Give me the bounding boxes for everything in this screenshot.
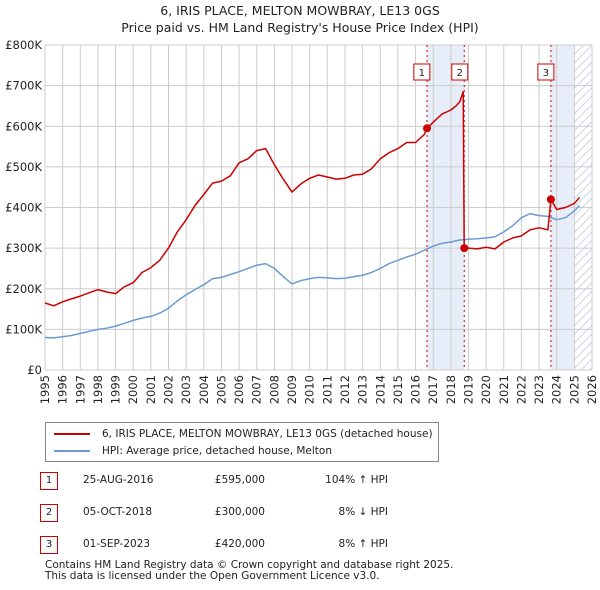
- x-tick-label: 2005: [214, 375, 228, 404]
- x-tick-label: 2006: [232, 375, 246, 404]
- sale-label-2: 2: [457, 68, 463, 79]
- title-line-1: 6, IRIS PLACE, MELTON MOWBRAY, LE13 0GS: [160, 3, 440, 18]
- x-tick-label: 2026: [585, 375, 599, 404]
- x-tick-label: 2007: [250, 375, 264, 404]
- x-tick-label: 2004: [197, 375, 211, 404]
- table-row: 2 05-OCT-2018 £300,000 8% ↓ HPI: [40, 504, 440, 522]
- hpi-line: [44, 204, 581, 339]
- x-tick-label: 2025: [567, 375, 581, 404]
- x-tick-label: 2019: [461, 375, 475, 404]
- x-tick-label: 2020: [479, 375, 493, 404]
- sale-price: £300,000: [214, 506, 265, 518]
- y-tick-label: £300K: [5, 241, 42, 255]
- x-tick-label: 2022: [514, 375, 528, 404]
- sale-price: £595,000: [214, 474, 265, 486]
- sale-date: 25-AUG-2016: [83, 474, 154, 486]
- sale-date: 05-OCT-2018: [83, 506, 152, 518]
- x-tick-label: 2015: [391, 375, 405, 404]
- sale-label-box-2: [451, 63, 469, 81]
- x-tick-label: 1999: [109, 375, 123, 404]
- sale-price: £420,000: [214, 538, 265, 550]
- sale-label-1: 1: [419, 68, 425, 79]
- y-tick-label: £200K: [5, 282, 42, 296]
- property-price-line: [44, 90, 581, 307]
- sale-number: 2: [40, 504, 58, 522]
- grid-layer: [44, 44, 593, 371]
- footer-line-1: Contains HM Land Registry data © Crown c…: [45, 559, 454, 571]
- x-tick-label: 2009: [285, 375, 299, 404]
- x-tick-label: 1996: [56, 375, 70, 404]
- x-tick-label: 2016: [409, 375, 423, 404]
- x-tick-label: 2018: [444, 375, 458, 404]
- x-tick-label: 1997: [73, 375, 87, 404]
- x-tick-label: 2024: [550, 375, 564, 404]
- legend-swatch-property: [54, 433, 90, 435]
- table-row: 1 25-AUG-2016 £595,000 104% ↑ HPI: [40, 472, 440, 490]
- y-tick-label: £400K: [5, 201, 42, 215]
- x-tick-label: 2014: [373, 375, 387, 404]
- marker-layer: 1 2 3: [413, 63, 555, 253]
- axis-layer: £0 £100K £200K £300K £400K £500K £600K £700K £80…: [5, 38, 599, 404]
- sale-marker-2: [460, 244, 469, 253]
- x-tick-label: 2010: [303, 375, 317, 404]
- x-tick-label: 2000: [126, 375, 140, 404]
- sale-label-box-1: [413, 63, 431, 81]
- price-chart: 1 2 3 £0 £100K £200K £300K £400K £500K £600K £700…: [5, 38, 599, 404]
- sale-marker-3: [546, 195, 555, 204]
- sale-hpi-change: 8% ↑ HPI: [338, 538, 388, 550]
- x-tick-label: 2002: [162, 375, 176, 404]
- sale-number: 1: [40, 472, 58, 490]
- sale-label-3: 3: [543, 68, 549, 79]
- y-tick-label: £800K: [5, 38, 42, 52]
- y-tick-label: £700K: [5, 79, 42, 93]
- sale-label-box-3: [537, 63, 555, 81]
- legend-label-hpi: HPI: Average price, detached house, Melt…: [102, 445, 333, 457]
- x-tick-label: 2017: [426, 375, 440, 404]
- legend-item-hpi: HPI: Average price, detached house, Melt…: [54, 443, 332, 459]
- y-tick-label: £600K: [5, 119, 42, 133]
- y-tick-label: £0: [27, 363, 42, 377]
- x-tick-label: 2001: [144, 375, 158, 404]
- x-tick-label: 2012: [338, 375, 352, 404]
- x-tick-label: 2003: [179, 375, 193, 404]
- legend-label-property: 6, IRIS PLACE, MELTON MOWBRAY, LE13 0GS …: [102, 428, 433, 440]
- legend-item-property: 6, IRIS PLACE, MELTON MOWBRAY, LE13 0GS …: [54, 426, 433, 442]
- y-tick-label: £500K: [5, 160, 42, 174]
- sale-marker-1: [423, 124, 432, 133]
- x-tick-label: 2021: [497, 375, 511, 404]
- footer: Contains HM Land Registry data © Crown c…: [45, 560, 453, 582]
- footer-line-2: This data is licensed under the Open Gov…: [45, 570, 380, 582]
- table-row: 3 01-SEP-2023 £420,000 8% ↑ HPI: [40, 536, 440, 554]
- sale-hpi-change: 8% ↓ HPI: [338, 506, 388, 518]
- sale-number: 3: [40, 536, 58, 554]
- legend-swatch-hpi: [54, 450, 90, 452]
- series-layer: [44, 90, 581, 339]
- legend: 6, IRIS PLACE, MELTON MOWBRAY, LE13 0GS …: [45, 422, 439, 462]
- x-tick-label: 1998: [91, 375, 105, 404]
- x-tick-label: 2008: [267, 375, 281, 404]
- title-line-2: Price paid vs. HM Land Registry's House …: [121, 20, 479, 35]
- y-tick-label: £100K: [5, 322, 42, 336]
- x-tick-label: 2023: [532, 375, 546, 404]
- x-tick-label: 2013: [356, 375, 370, 404]
- x-tick-label: 2011: [320, 375, 334, 404]
- x-tick-label: 1995: [38, 375, 52, 404]
- sale-date: 01-SEP-2023: [83, 538, 151, 550]
- chart-title: 6, IRIS PLACE, MELTON MOWBRAY, LE13 0GS …: [0, 2, 600, 36]
- sale-hpi-change: 104% ↑ HPI: [325, 474, 388, 486]
